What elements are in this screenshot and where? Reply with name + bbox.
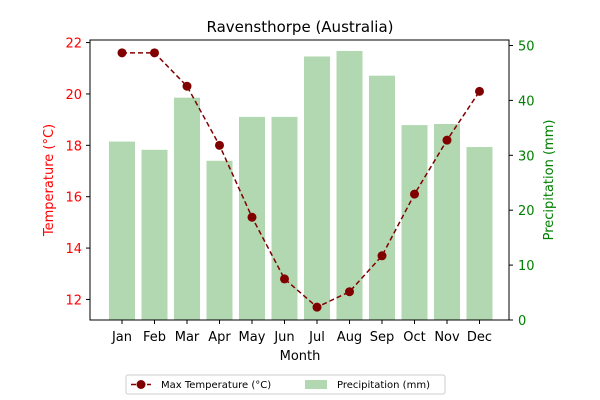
x-tick-label: Sep — [370, 330, 395, 345]
temperature-series-line — [122, 52, 481, 309]
left-y-tick-label: 16 — [65, 191, 82, 206]
legend-frame — [125, 374, 446, 395]
right-y-tick-label: 50 — [518, 39, 535, 54]
x-tick-label: Jul — [308, 330, 325, 345]
temp-point-apr — [215, 140, 224, 150]
legend-marker-swatch — [136, 380, 146, 389]
precip-bar-aug — [336, 50, 363, 320]
x-tick-label: May — [239, 330, 266, 345]
x-tick-label: Dec — [467, 330, 492, 345]
x-axis: Jan Feb Mar Apr May Jun Jul Aug Sep Oct Nov Dec — [111, 320, 492, 345]
precip-bar-jun — [271, 116, 298, 320]
temp-point-jul — [312, 302, 322, 312]
legend-label-precipitation: Precipitation (mm) — [337, 380, 430, 391]
precip-bar-jan — [109, 141, 135, 320]
precip-bar-nov — [434, 124, 460, 320]
temp-point-dec — [475, 86, 484, 96]
x-axis-label: Month — [280, 349, 321, 364]
precipitation-bars — [109, 50, 493, 321]
left-y-tick-label: 12 — [65, 293, 82, 308]
precip-bar-feb — [141, 149, 168, 320]
x-tick-label: Mar — [175, 330, 200, 345]
legend: Max Temperature (°C) Precipitation (mm) — [125, 374, 446, 395]
legend-label-temperature: Max Temperature (°C) — [161, 380, 271, 391]
plot-frame — [89, 39, 510, 321]
precip-bar-jul — [304, 56, 330, 321]
temperature-line — [117, 48, 484, 312]
chart-title: Ravensthorpe (Australia) — [206, 18, 393, 36]
x-tick-label: Jun — [273, 330, 294, 345]
temp-point-sep — [377, 251, 387, 261]
x-tick-label: Oct — [403, 330, 425, 345]
right-y-tick-label: 0 — [518, 314, 526, 329]
temp-point-nov — [442, 135, 452, 145]
right-y-axis-label: Precipitation (mm) — [542, 120, 557, 241]
temp-point-oct — [410, 189, 419, 199]
temp-point-feb — [150, 48, 159, 58]
temp-point-may — [247, 212, 257, 222]
x-tick-label: Feb — [143, 330, 166, 345]
temp-point-mar — [182, 81, 192, 91]
right-y-tick-label: 10 — [518, 259, 535, 274]
precip-bar-dec — [466, 147, 493, 320]
precip-bar-apr — [206, 160, 233, 320]
right-y-tick-label: 20 — [518, 204, 535, 219]
x-tick-label: Apr — [208, 330, 231, 345]
left-y-tick-label: 20 — [65, 88, 82, 103]
right-y-tick-label: 40 — [518, 94, 535, 109]
temp-point-jun — [280, 274, 289, 284]
left-y-axis: 12 14 16 18 20 22 — [65, 37, 90, 308]
x-tick-label: Jan — [111, 330, 132, 345]
temp-point-jan — [117, 48, 127, 58]
left-y-tick-label: 22 — [65, 37, 82, 52]
left-y-tick-label: 18 — [65, 139, 82, 154]
precip-bar-oct — [401, 125, 428, 320]
right-y-tick-label: 30 — [518, 149, 535, 164]
left-y-tick-label: 14 — [65, 242, 82, 257]
precip-bar-sep — [369, 75, 395, 320]
temp-point-aug — [345, 287, 354, 297]
x-tick-label: Aug — [337, 330, 362, 345]
legend-bar-swatch — [305, 380, 327, 389]
precip-bar-mar — [174, 97, 200, 320]
right-y-axis: 0 10 20 30 40 50 — [509, 39, 535, 329]
left-y-axis-label: Temperature (°C) — [42, 124, 57, 237]
x-tick-label: Nov — [434, 330, 460, 345]
